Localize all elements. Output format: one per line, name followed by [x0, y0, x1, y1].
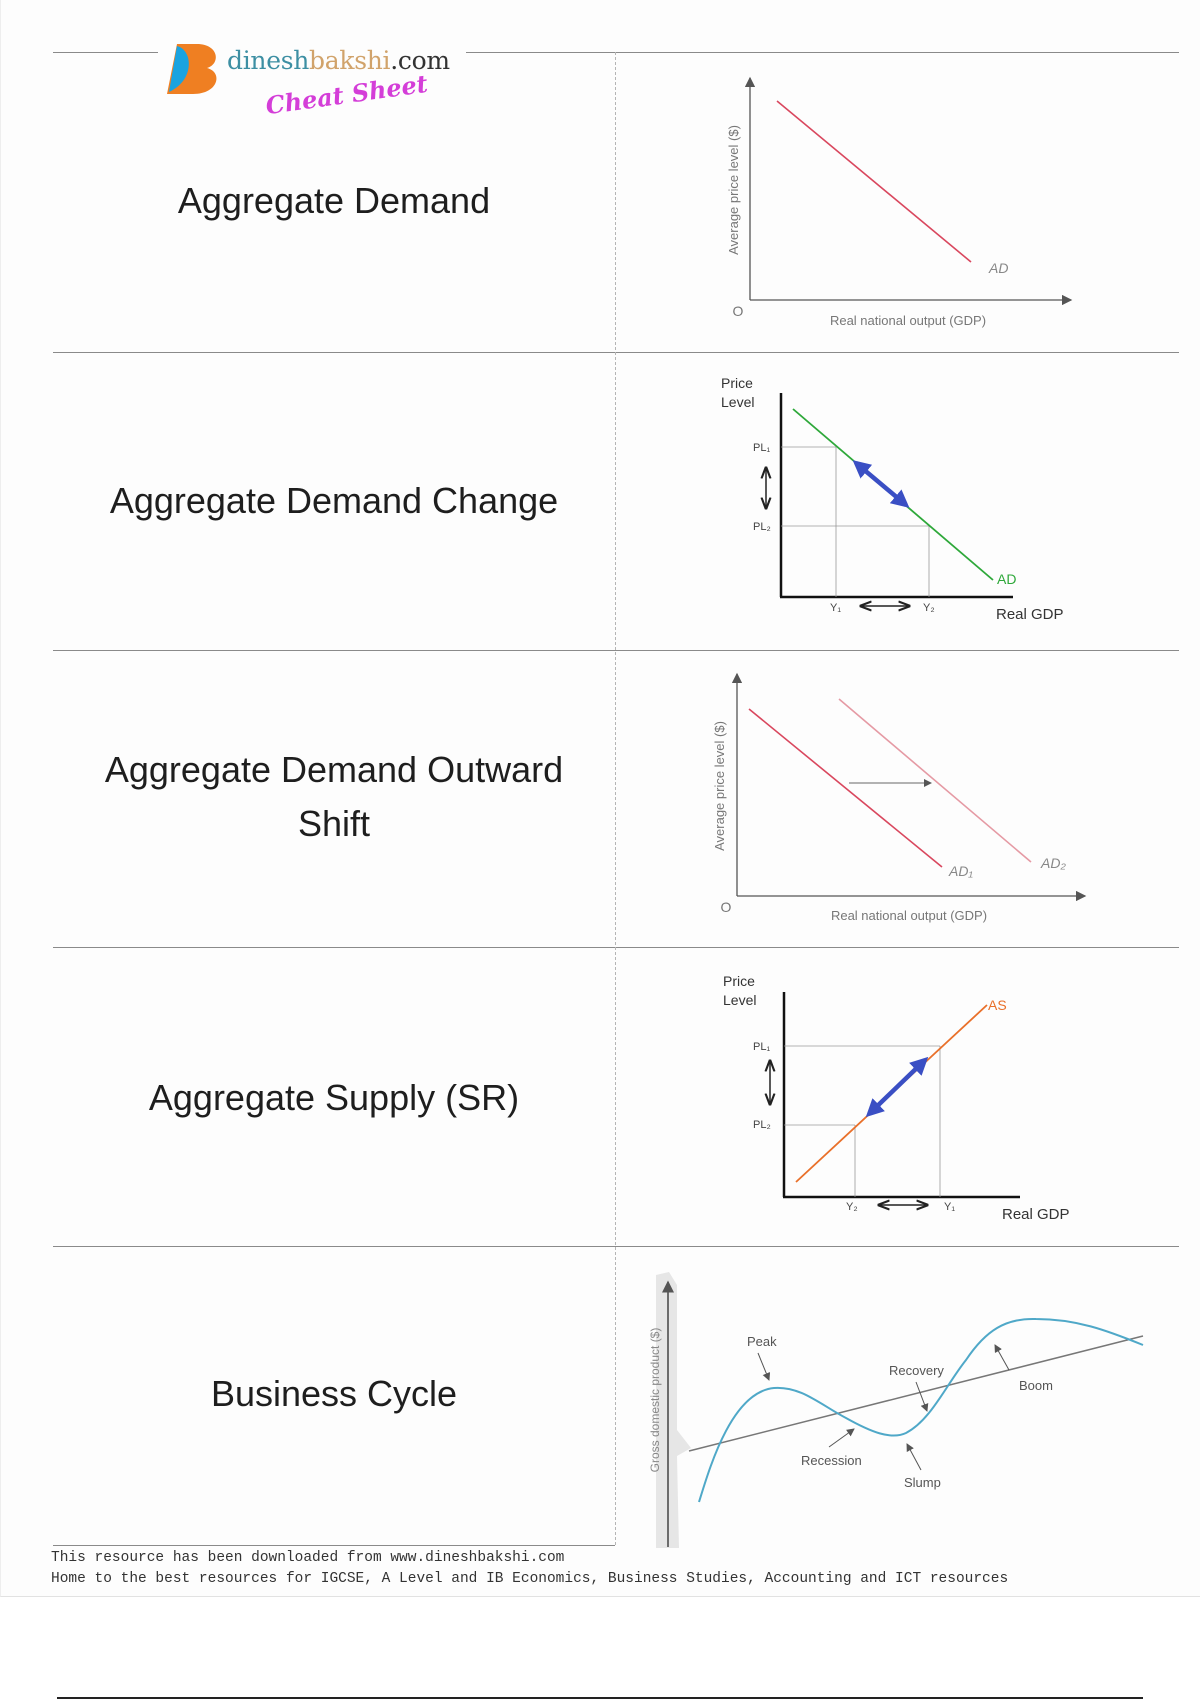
chart-aggregate-demand-change: Price Level PL₁ PL₂ Y₁ Y₂ AD Real GDP: [721, 375, 1064, 623]
boom-label: Boom: [1019, 1378, 1053, 1393]
row-title-business-cycle: Business Cycle: [210, 1373, 458, 1414]
y-axis-label: Average price level ($): [726, 125, 741, 255]
pl1-label: PL₁: [753, 1041, 770, 1053]
movement-along-curve-arrow: [852, 460, 910, 508]
ad-label: AD: [988, 260, 1008, 276]
top-rule-right: [466, 52, 1179, 53]
row-title-ad-shift-line2: Shift: [297, 803, 371, 844]
pl1-label: PL₁: [753, 442, 770, 454]
x-axis-label: Real GDP: [1002, 1206, 1070, 1223]
recession-label: Recession: [801, 1453, 862, 1468]
y1-label: Y₁: [944, 1201, 955, 1213]
x-axis-label: Real GDP: [996, 606, 1064, 623]
footer-line-1: This resource has been downloaded from w…: [51, 1550, 565, 1566]
chart-aggregate-supply: Price Level PL₁ PL₂ Y₁ Y₂ AS Real GDP: [723, 973, 1070, 1223]
row-title-aggregate-demand-change: Aggregate Demand Change: [109, 480, 559, 521]
peak-label: Peak: [747, 1334, 777, 1349]
slump-arrow: [906, 1443, 922, 1471]
recession-arrow: [828, 1428, 855, 1448]
bottom-rule: [53, 1545, 615, 1546]
recovery-label: Recovery: [889, 1363, 944, 1378]
y2-label: Y₂: [846, 1201, 858, 1213]
logo-part: dinesh: [227, 46, 310, 75]
y-axis-label-price: Price: [723, 973, 755, 989]
column-divider: [615, 52, 616, 1545]
cycle-curve: [698, 1317, 1144, 1503]
row-title-aggregate-supply: Aggregate Supply (SR): [148, 1077, 520, 1118]
as-label: AS: [988, 997, 1007, 1013]
pl2-label: PL₂: [753, 521, 771, 533]
slump-label: Slump: [904, 1475, 941, 1490]
origin-label: O: [721, 899, 732, 915]
ad-curve: [776, 100, 972, 263]
logo-part: .com: [390, 46, 450, 75]
footer-line-2: Home to the best resources for IGCSE, A …: [51, 1571, 1009, 1587]
row-divider: [53, 947, 1179, 948]
y-axis-label: Average price level ($): [712, 721, 727, 851]
trend-line: [688, 1335, 1144, 1452]
y2-label: Y₂: [923, 602, 935, 614]
y-axis-label-price: Price: [721, 375, 753, 391]
row-divider: [53, 650, 1179, 651]
chart-aggregate-demand: AD O Real national output (GDP) Average …: [726, 76, 1073, 328]
row-title-aggregate-demand: Aggregate Demand: [177, 180, 491, 221]
row-divider: [53, 1246, 1179, 1247]
boom-arrow: [994, 1344, 1010, 1371]
charts-layer: AD O Real national output (GDP) Average …: [648, 76, 1144, 1548]
ad2-label: AD₂: [1040, 855, 1066, 871]
chart-ad-outward-shift: AD₁ AD₂ O Real national output (GDP) Ave…: [712, 672, 1087, 923]
x-axis-label: Real national output (GDP): [831, 908, 987, 923]
y1-label: Y₁: [830, 602, 841, 614]
row-title-ad-shift-line1: Aggregate Demand Outward: [104, 749, 564, 790]
x-axis-label: Real national output (GDP): [830, 313, 986, 328]
pl2-label: PL₂: [753, 1119, 771, 1131]
ad1-curve: [748, 708, 943, 868]
logo-part: bakshi: [309, 46, 391, 75]
axis-shading: [656, 1272, 691, 1548]
chart-business-cycle: Gross domestic product ($) Peak Recovery…: [648, 1272, 1144, 1548]
top-rule-left: [53, 52, 158, 53]
dineshbakshi-logo: dineshbakshi.com Cheat Sheet: [161, 36, 471, 122]
movement-along-curve-arrow: [865, 1056, 929, 1118]
logo-wordmark: dineshbakshi.com: [227, 46, 450, 75]
ad1-label: AD₁: [948, 863, 973, 879]
ad-label: AD: [997, 571, 1016, 587]
y-axis-label-level: Level: [723, 992, 756, 1008]
y-axis-label: Gross domestic product ($): [648, 1328, 662, 1473]
origin-label: O: [733, 303, 744, 319]
page-end-rule: [57, 1697, 1143, 1699]
recovery-arrow: [915, 1381, 929, 1412]
y-axis-label-level: Level: [721, 394, 754, 410]
peak-arrow: [757, 1352, 771, 1381]
logo-b-icon: [167, 44, 217, 94]
row-divider: [53, 352, 1179, 353]
cheat-sheet-page: dineshbakshi.com Cheat Sheet Aggregate D…: [0, 0, 1200, 1597]
ad2-curve: [838, 698, 1032, 863]
